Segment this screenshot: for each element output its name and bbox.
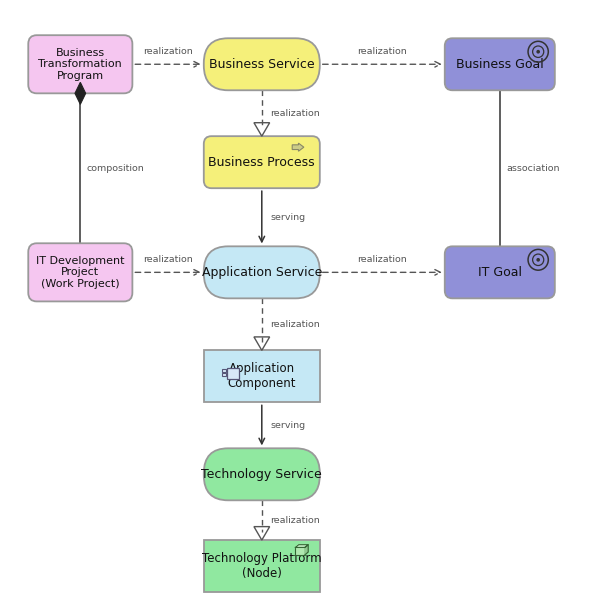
Circle shape	[536, 258, 540, 262]
FancyBboxPatch shape	[29, 35, 132, 93]
Text: serving: serving	[270, 421, 305, 430]
Text: composition: composition	[86, 164, 144, 173]
FancyBboxPatch shape	[204, 246, 320, 298]
Text: realization: realization	[270, 516, 320, 524]
Polygon shape	[295, 545, 308, 548]
Text: Application Service: Application Service	[202, 266, 322, 279]
Text: association: association	[506, 164, 560, 173]
Text: realization: realization	[270, 109, 320, 118]
Bar	[227, 368, 239, 379]
Polygon shape	[75, 82, 86, 104]
Text: Business Goal: Business Goal	[456, 58, 544, 71]
FancyBboxPatch shape	[445, 246, 555, 298]
Text: Application
Component: Application Component	[227, 362, 296, 390]
Text: realization: realization	[143, 47, 193, 56]
Text: serving: serving	[270, 213, 305, 222]
Bar	[295, 548, 305, 554]
FancyBboxPatch shape	[204, 38, 320, 90]
Bar	[222, 369, 227, 371]
Text: realization: realization	[358, 47, 407, 56]
Text: Business Service: Business Service	[209, 58, 315, 71]
FancyBboxPatch shape	[445, 38, 555, 90]
FancyBboxPatch shape	[204, 540, 320, 592]
Circle shape	[536, 50, 540, 54]
Bar	[222, 373, 227, 376]
Text: realization: realization	[358, 255, 407, 264]
FancyBboxPatch shape	[204, 136, 320, 188]
FancyBboxPatch shape	[204, 350, 320, 403]
Text: IT Development
Project
(Work Project): IT Development Project (Work Project)	[36, 256, 124, 289]
FancyBboxPatch shape	[29, 243, 132, 301]
Text: Technology Platform
(Node): Technology Platform (Node)	[202, 552, 322, 580]
Text: Business Process: Business Process	[208, 155, 315, 169]
FancyBboxPatch shape	[204, 448, 320, 501]
Text: IT Goal: IT Goal	[478, 266, 522, 279]
Text: Technology Service: Technology Service	[202, 468, 322, 481]
Text: realization: realization	[270, 320, 320, 329]
FancyArrow shape	[292, 143, 304, 151]
Polygon shape	[305, 545, 308, 554]
Text: realization: realization	[143, 255, 193, 264]
Text: Business
Transformation
Program: Business Transformation Program	[39, 48, 122, 81]
